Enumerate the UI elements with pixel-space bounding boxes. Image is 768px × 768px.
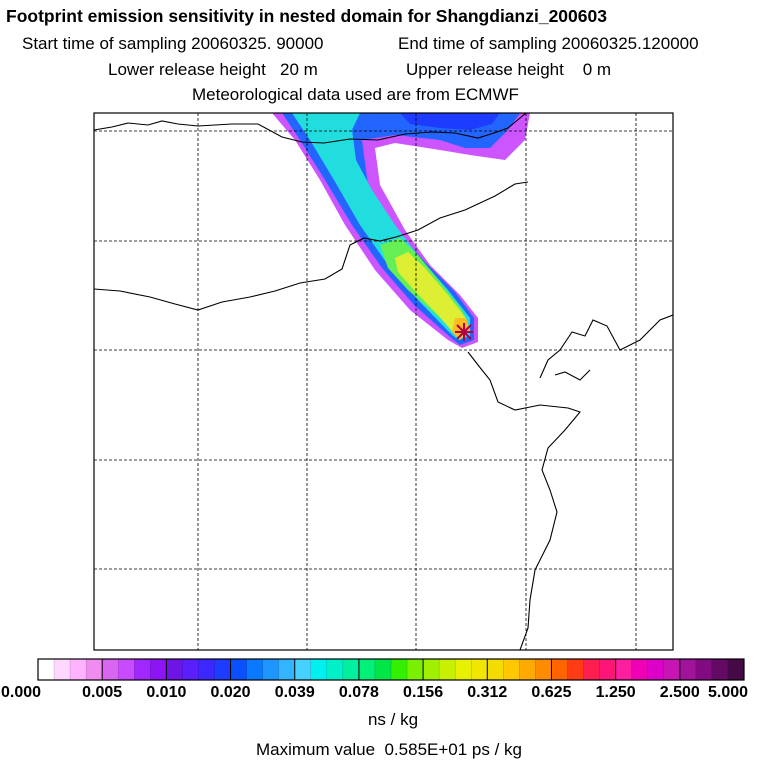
colorbar-tick-label: 1.250 (595, 684, 636, 701)
footprint-plume (272, 113, 530, 348)
colorbar-tick-label: 0.020 (210, 684, 251, 701)
colorbar-tick-label: 0.625 (531, 684, 572, 701)
colorbar-tick-label: 2.500 (659, 684, 700, 701)
colorbar-tick-label: 0.000 (0, 684, 42, 701)
receptor-star-marker (455, 323, 473, 341)
plume-north-blue (400, 113, 500, 130)
colorbar-unit-label: ns / kg (367, 710, 419, 729)
colorbar-tick-label: 0.312 (467, 684, 508, 701)
coastlines (94, 113, 673, 650)
boundary-north (94, 113, 527, 144)
coastline-bay (539, 314, 673, 379)
colorbar-tick-label: 0.010 (146, 684, 187, 701)
colorbar-tick-label: 0.005 (82, 684, 123, 701)
colorbar-tick-label: 0.039 (274, 684, 315, 701)
boundary-mid (94, 181, 529, 311)
maximum-value-label: Maximum value 0.585E+01 ps / kg (256, 740, 522, 759)
plot-title: Footprint emission sensitivity in nested… (6, 6, 607, 26)
end-time-label: End time of sampling 20060325.120000 (398, 34, 699, 53)
start-time-label: Start time of sampling 20060325. 90000 (22, 34, 324, 53)
plume-yellow-band (395, 252, 466, 336)
met-data-label: Meteorological data used are from ECMWF (192, 85, 519, 104)
colorbar-tick-label: 0.156 (403, 684, 444, 701)
lower-release-height-label: Lower release height 20 m (108, 60, 318, 79)
colorbar-tick-label: 0.078 (338, 684, 379, 701)
coastline-peninsula (554, 369, 591, 381)
colorbar-tick-label: 5.000 (707, 684, 749, 701)
upper-release-height-label: Upper release height 0 m (406, 60, 612, 79)
graticule (94, 113, 673, 650)
coastline-east (467, 351, 581, 650)
map-frame (93, 112, 674, 651)
